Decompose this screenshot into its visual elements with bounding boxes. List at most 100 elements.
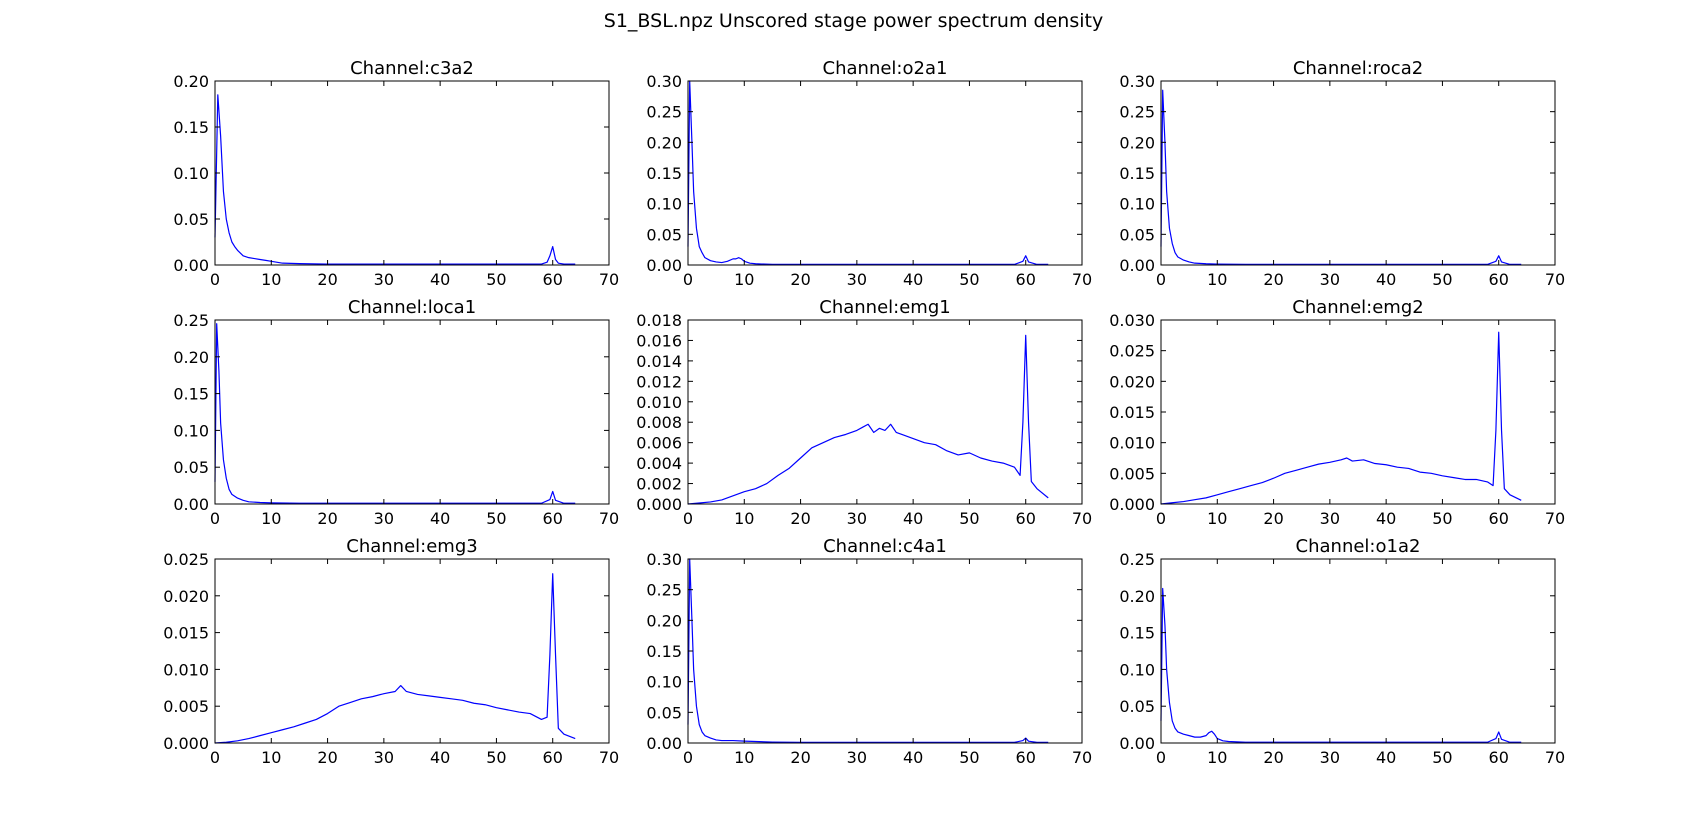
subplot-title: Channel:emg1 — [819, 297, 950, 318]
series-line — [214, 323, 576, 504]
x-tick-label: 0 — [210, 748, 220, 767]
x-tick-label: 40 — [1376, 748, 1396, 767]
x-tick-label: 70 — [1072, 270, 1092, 289]
y-tick-label: 0.015 — [163, 624, 209, 643]
subplot-title: Channel:o2a1 — [823, 58, 948, 79]
x-tick-label: 10 — [261, 748, 281, 767]
x-tick-label: 50 — [959, 748, 979, 767]
y-tick-label: 0.020 — [163, 587, 209, 606]
axes-frame — [687, 80, 1083, 266]
x-tick-label: 60 — [1016, 509, 1036, 528]
y-tick-label: 0.005 — [163, 697, 209, 716]
x-tick-label: 40 — [903, 270, 923, 289]
series-line — [687, 334, 1049, 505]
y-tick-label: 0.15 — [1119, 624, 1155, 643]
y-tick-label: 0.000 — [1109, 495, 1155, 514]
x-tick-label: 30 — [374, 748, 394, 767]
x-tick-label: 20 — [1263, 270, 1283, 289]
subplot-title: Channel:loca1 — [348, 297, 476, 318]
x-tick-label: 20 — [317, 509, 337, 528]
axes-frame — [214, 558, 610, 744]
x-tick-label: 70 — [1072, 748, 1092, 767]
x-tick-label: 10 — [734, 748, 754, 767]
series-line — [1160, 587, 1522, 743]
x-tick-label: 20 — [317, 748, 337, 767]
series-line — [1160, 89, 1522, 265]
series-line — [1160, 331, 1522, 505]
x-tick-label: 40 — [430, 509, 450, 528]
subplot-title: Channel:roca2 — [1293, 58, 1423, 79]
y-tick-label: 0.30 — [1119, 72, 1155, 91]
x-tick-label: 20 — [790, 748, 810, 767]
x-tick-label: 50 — [1432, 509, 1452, 528]
x-tick-label: 40 — [1376, 509, 1396, 528]
x-tick-label: 10 — [261, 270, 281, 289]
x-tick-label: 70 — [599, 509, 619, 528]
x-tick-label: 50 — [959, 270, 979, 289]
y-tick-label: 0.030 — [1109, 311, 1155, 330]
y-tick-label: 0.20 — [1119, 133, 1155, 152]
x-tick-label: 20 — [790, 509, 810, 528]
series-line — [214, 94, 576, 265]
x-tick-label: 40 — [903, 509, 923, 528]
y-tick-label: 0.00 — [646, 734, 682, 753]
x-tick-label: 0 — [210, 509, 220, 528]
y-tick-label: 0.10 — [1119, 660, 1155, 679]
y-tick-label: 0.00 — [173, 256, 209, 275]
x-tick-label: 50 — [486, 509, 506, 528]
x-tick-label: 30 — [1320, 509, 1340, 528]
x-tick-label: 20 — [1263, 748, 1283, 767]
x-tick-label: 30 — [847, 748, 867, 767]
y-tick-label: 0.05 — [173, 458, 209, 477]
x-tick-label: 40 — [430, 748, 450, 767]
x-tick-label: 40 — [903, 748, 923, 767]
x-tick-label: 30 — [1320, 748, 1340, 767]
y-tick-label: 0.000 — [163, 734, 209, 753]
x-tick-label: 30 — [847, 270, 867, 289]
x-tick-label: 60 — [543, 748, 563, 767]
y-tick-label: 0.002 — [636, 475, 682, 494]
y-tick-label: 0.00 — [646, 256, 682, 275]
x-tick-label: 0 — [683, 270, 693, 289]
y-tick-label: 0.10 — [646, 195, 682, 214]
subplot-8: 0 10 20 30 40 50 60 70 0.00 0.05 0.10 0.15 0.20 0.25 0… — [646, 536, 1092, 767]
series-line — [687, 80, 1049, 265]
subplot-title: Channel:o1a2 — [1296, 536, 1421, 557]
x-tick-label: 10 — [261, 509, 281, 528]
figure-title: S1_BSL.npz Unscored stage power spectrum… — [603, 10, 1104, 32]
axes-frame — [1160, 80, 1556, 266]
y-tick-label: 0.05 — [173, 210, 209, 229]
y-tick-label: 0.10 — [173, 421, 209, 440]
x-tick-label: 10 — [734, 270, 754, 289]
y-tick-label: 0.30 — [646, 72, 682, 91]
y-tick-label: 0.20 — [646, 611, 682, 630]
axes-frame — [687, 319, 1083, 505]
x-tick-label: 60 — [1489, 270, 1509, 289]
subplot-title: Channel:emg2 — [1292, 297, 1423, 318]
x-tick-label: 70 — [599, 270, 619, 289]
subplot-9: 0 10 20 30 40 50 60 70 0.00 0.05 0.10 0.15 0.20 0.25 C… — [1119, 536, 1565, 767]
x-tick-label: 60 — [1016, 748, 1036, 767]
x-tick-label: 50 — [486, 748, 506, 767]
x-tick-label: 60 — [543, 509, 563, 528]
x-tick-label: 0 — [683, 748, 693, 767]
axes-frame — [687, 558, 1083, 744]
y-tick-label: 0.15 — [173, 385, 209, 404]
y-tick-label: 0.016 — [636, 331, 682, 350]
subplot-2: 0 10 20 30 40 50 60 70 0.00 0.05 0.10 0.15 0.20 0.25 0… — [646, 58, 1092, 289]
x-tick-label: 40 — [1376, 270, 1396, 289]
y-tick-label: 0.05 — [1119, 225, 1155, 244]
y-tick-label: 0.15 — [1119, 164, 1155, 183]
x-tick-label: 50 — [486, 270, 506, 289]
y-tick-label: 0.00 — [1119, 734, 1155, 753]
series-line — [687, 558, 1049, 743]
x-tick-label: 20 — [790, 270, 810, 289]
axes-frame — [1160, 558, 1556, 744]
y-tick-label: 0.00 — [173, 495, 209, 514]
x-tick-label: 30 — [374, 270, 394, 289]
x-tick-label: 30 — [1320, 270, 1340, 289]
y-tick-label: 0.25 — [1119, 550, 1155, 569]
series-line — [214, 573, 576, 744]
y-tick-label: 0.30 — [646, 550, 682, 569]
